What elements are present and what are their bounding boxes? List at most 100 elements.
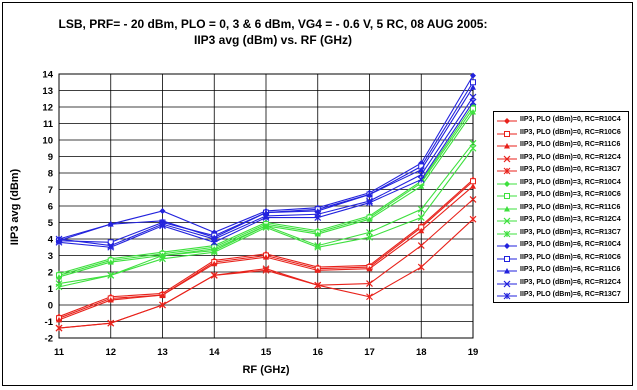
y-tick-label: 1 xyxy=(48,284,54,295)
data-point xyxy=(314,243,322,251)
legend-item: IIP3, PLO (dBm)=6, RC=R10C4 xyxy=(494,240,630,253)
legend-swatch xyxy=(497,193,517,199)
y-tick-label: 7 xyxy=(48,185,53,196)
y-tick-label: -2 xyxy=(45,334,53,345)
data-point xyxy=(366,191,373,197)
data-point xyxy=(314,214,322,221)
legend-label: IIP3, PLO (dBm)=0, RC=R10C4 xyxy=(520,116,621,123)
legend-label: IIP3, PLO (dBm)=3, RC=R10C4 xyxy=(520,178,621,186)
y-tick-label: 6 xyxy=(48,202,53,213)
legend-marker xyxy=(503,217,511,225)
legend-marker xyxy=(503,155,511,162)
data-point xyxy=(262,224,270,231)
legend-label: IIP3, PLO (dBm)=0, RC=R10C6 xyxy=(520,128,621,136)
legend-marker xyxy=(503,230,511,237)
data-point xyxy=(470,84,476,90)
y-tick-label: 2 xyxy=(48,268,53,279)
legend-marker xyxy=(504,243,510,249)
y-tick-label: 11 xyxy=(43,119,54,130)
legend-label: IIP3, PLO (dBm)=0, RC=R11C6 xyxy=(520,141,621,148)
data-point xyxy=(210,238,218,246)
data-point xyxy=(366,265,373,272)
legend-swatch xyxy=(497,243,517,249)
data-point xyxy=(470,79,476,86)
legend-item: IIP3, PLO (dBm)=6, RC=R10C6 xyxy=(494,253,630,266)
data-point xyxy=(107,259,114,265)
legend-item: IIP3, PLO (dBm)=3, RC=R10C6 xyxy=(494,190,630,203)
data-point xyxy=(366,228,373,236)
data-point xyxy=(417,242,425,250)
plot-area-border xyxy=(58,73,474,339)
data-point xyxy=(469,139,477,147)
legend-label: IIP3, PLO (dBm)=6, RC=R12C4 xyxy=(520,278,621,286)
legend-item: IIP3, PLO (dBm)=0, RC=R13C7 xyxy=(494,165,630,178)
legend-swatch xyxy=(497,155,517,162)
data-point xyxy=(159,207,166,214)
data-point xyxy=(159,292,166,298)
data-point xyxy=(418,183,425,189)
data-point xyxy=(107,297,114,303)
data-point xyxy=(55,283,63,291)
data-point xyxy=(366,293,373,301)
legend-item: IIP3, PLO (dBm)=3, RC=R11C6 xyxy=(494,203,630,216)
legend-swatch xyxy=(497,217,517,225)
axes xyxy=(58,73,474,339)
x-tick-label: 18 xyxy=(416,347,427,358)
legend-item: IIP3, PLO (dBm)=3, RC=R10C4 xyxy=(494,178,630,191)
legend-label: IIP3, PLO (dBm)=6, RC=R10C4 xyxy=(520,241,621,248)
data-point xyxy=(366,233,373,241)
y-tick-label: 3 xyxy=(48,251,53,262)
legend-marker xyxy=(504,143,510,149)
legend-swatch xyxy=(497,130,517,137)
data-point xyxy=(469,98,477,106)
data-point xyxy=(107,221,114,227)
legend-label: IIP3, PLO (dBm)=6, RC=R13C7 xyxy=(520,291,621,298)
legend-label: IIP3, PLO (dBm)=3, RC=R11C6 xyxy=(520,203,621,211)
series-10 xyxy=(55,144,477,291)
data-point xyxy=(469,195,477,203)
data-point xyxy=(469,144,477,152)
legend-label: IIP3, PLO (dBm)=3, RC=R10C6 xyxy=(520,191,621,198)
legend: IIP3, PLO (dBm)=0, RC=R10C4 IIP3, PLO (dB… xyxy=(493,111,629,303)
legend-marker xyxy=(504,118,510,124)
data-point xyxy=(366,199,373,207)
legend-swatch xyxy=(497,268,517,274)
series-lines xyxy=(55,72,477,332)
x-tick-label: 11 xyxy=(54,347,65,358)
legend-label: IIP3, PLO (dBm)=0, RC=R13C7 xyxy=(520,166,621,173)
data-point xyxy=(418,227,425,234)
data-point xyxy=(470,178,476,185)
legend-marker xyxy=(503,167,511,175)
chart-title-line2: IIP3 avg (dBm) vs. RF (GHz) xyxy=(193,33,353,47)
legend-label: IIP3, PLO (dBm)=6, RC=R11C6 xyxy=(520,266,621,273)
legend-item: IIP3, PLO (dBm)=3, RC=R12C4 xyxy=(494,215,630,228)
y-tick-label: 10 xyxy=(42,136,53,147)
data-point xyxy=(314,281,322,289)
legend-marker xyxy=(504,130,510,137)
data-point xyxy=(262,266,270,274)
legend-marker xyxy=(504,255,510,262)
legend-label: IIP3, PLO (dBm)=6, RC=R10C6 xyxy=(520,253,621,261)
y-tick-label: -1 xyxy=(45,317,54,328)
data-point xyxy=(159,222,166,230)
legend-swatch xyxy=(497,230,517,237)
data-point xyxy=(107,319,115,327)
data-point xyxy=(314,231,321,237)
data-point xyxy=(470,108,476,115)
legend-item: IIP3, PLO (dBm)=6, RC=R13C7 xyxy=(494,290,630,303)
y-tick-label: 4 xyxy=(48,235,54,246)
data-point xyxy=(314,267,321,273)
series-3 xyxy=(56,183,476,323)
x-tick-label: 16 xyxy=(312,347,323,358)
legend-label: IIP3, PLO (dBm)=3, RC=R12C4 xyxy=(520,216,621,223)
x-tick-label: 17 xyxy=(364,347,375,358)
x-tick-label: 13 xyxy=(157,347,168,358)
data-point xyxy=(56,273,62,280)
legend-swatch xyxy=(497,205,517,211)
data-point xyxy=(56,316,62,323)
legend-marker xyxy=(504,180,510,187)
legend-item: IIP3, PLO (dBm)=0, RC=R11C6 xyxy=(494,140,630,153)
series-15 xyxy=(55,98,477,251)
